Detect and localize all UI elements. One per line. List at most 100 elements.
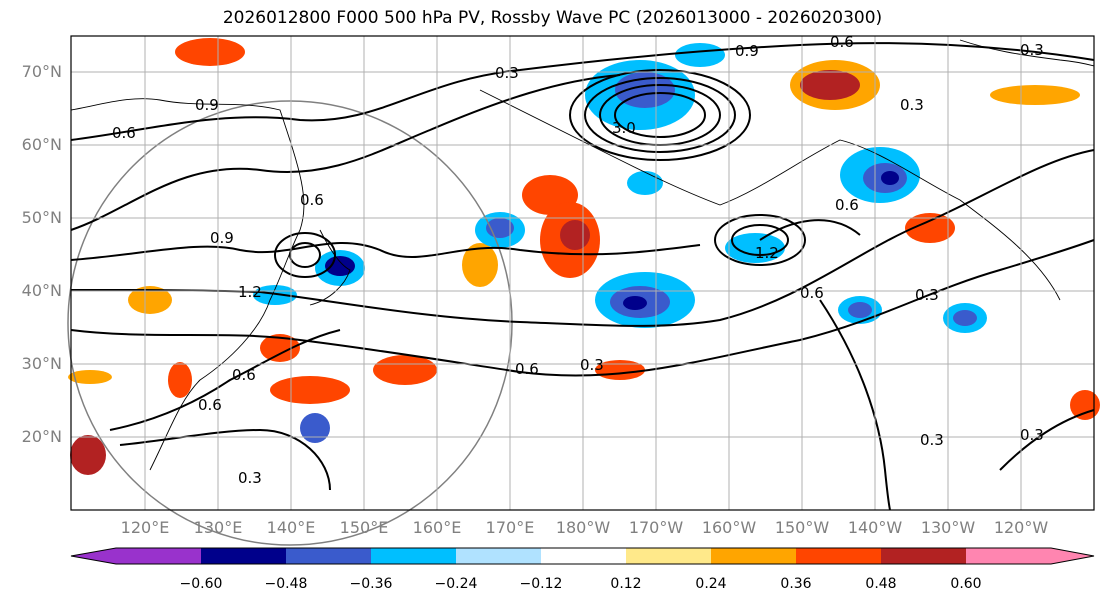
lon-label: 130°E [193, 518, 243, 537]
shade-pos-w [68, 370, 112, 384]
lat-label: 60°N [21, 135, 62, 154]
shade-neg-east2-core [848, 302, 872, 318]
shade-pos-pac2 [270, 376, 350, 404]
contour-line [70, 74, 621, 231]
focus-circle [67, 100, 513, 546]
lon-label: 150°E [339, 518, 389, 537]
contour-label: 0.3 [915, 286, 939, 304]
pv-contours [70, 42, 1095, 511]
colorbar-segment [371, 548, 456, 564]
contour-label: 0.6 [800, 284, 824, 302]
contour-label: 0.9 [735, 42, 759, 60]
gridlines [71, 36, 1094, 510]
shade-pos-south-japan [260, 334, 300, 362]
contour-line [999, 409, 1095, 471]
lat-label: 30°N [21, 354, 62, 373]
contour-label: 0.6 [830, 33, 854, 51]
lon-label: 170°W [628, 518, 684, 537]
colorbar-tick: 0.24 [695, 576, 727, 592]
colorbar [70, 547, 1095, 565]
shade-neg-east [725, 233, 785, 263]
shade-pos-mid3 [462, 243, 498, 287]
lon-label: 120°W [993, 518, 1049, 537]
colorbar-segment [626, 548, 711, 564]
contour-closed [569, 69, 751, 161]
contour-closed [289, 242, 321, 268]
chart-title: 2026012800 F000 500 hPa PV, Rossby Wave … [222, 8, 883, 28]
colorbar-segment [711, 548, 796, 564]
contour-closed [584, 77, 736, 153]
lon-label: 150°W [774, 518, 830, 537]
contour-label: 0.3 [1020, 426, 1044, 444]
colorbar-tick: 0.48 [865, 576, 897, 592]
contour-label: 0.3 [920, 431, 944, 449]
shade-neg-trop [300, 413, 330, 443]
shade-pos-gulf-core [800, 70, 860, 100]
colorbar-segment [116, 548, 201, 564]
lat-label: 40°N [21, 281, 62, 300]
lon-label: 130°W [920, 518, 976, 537]
shade-neg-japan-core [325, 256, 355, 276]
lon-label: 170°E [485, 518, 535, 537]
shade-pos-china2 [168, 362, 192, 398]
shade-neg-bc-peak [881, 171, 899, 185]
shade-pos-se [1070, 390, 1100, 420]
shade-neg-small [627, 171, 663, 195]
colorbar-segment [966, 548, 1051, 564]
shade-pos-china [128, 286, 172, 314]
contour-label: 0.6 [515, 360, 539, 378]
contour-label: 0.3 [495, 64, 519, 82]
contour-line [70, 242, 701, 261]
contour-label: 0.6 [232, 366, 256, 384]
lon-label: 160°W [701, 518, 757, 537]
lon-label: 180°W [555, 518, 611, 537]
colorbar-tick: −0.12 [519, 576, 563, 592]
colorbar-tick: −0.60 [179, 576, 223, 592]
shade-pos-sw [70, 435, 106, 475]
contour-label: 0.6 [198, 396, 222, 414]
contour-labels: 0.3 0.6 0.9 1.2 3.0 0.6 0.9 0.6 0.3 0.6 … [112, 33, 1044, 487]
lon-label: 140°E [266, 518, 316, 537]
contour-label: 0.6 [835, 196, 859, 214]
colorbar-tick: 0.60 [950, 576, 982, 592]
contour-closed [731, 224, 789, 256]
contour-label: 1.2 [238, 283, 262, 301]
lat-label: 70°N [21, 62, 62, 81]
contour-label: 0.3 [1020, 41, 1044, 59]
contour-line [70, 239, 1095, 377]
contour-line [819, 299, 891, 511]
shade-pos-north [175, 38, 245, 66]
contour-label: 0.6 [300, 191, 324, 209]
colorbar-outline [70, 547, 1095, 565]
colorbar-segment [201, 548, 286, 564]
lon-label: 160°E [412, 518, 462, 537]
shade-pos-pac1 [373, 355, 437, 385]
colorbar-left-arrow [71, 548, 116, 564]
shade-neg-bering-north [675, 43, 725, 67]
contour-label: 0.6 [112, 124, 136, 142]
colorbar-tick: −0.48 [264, 576, 308, 592]
colorbar-segment [286, 548, 371, 564]
colorbar-segment [541, 548, 626, 564]
contour-label: 3.0 [612, 119, 636, 137]
lon-label: 120°E [120, 518, 170, 537]
contour-line [70, 42, 1095, 141]
colorbar-segment [881, 548, 966, 564]
lat-label: 50°N [21, 208, 62, 227]
japan-coast [309, 229, 351, 306]
contour-label: 0.3 [580, 356, 604, 374]
colorbar-segment [456, 548, 541, 564]
asia-coast [70, 98, 305, 471]
colorbar-tick: 0.12 [610, 576, 642, 592]
contour-closed [714, 214, 806, 266]
colorbar-tick: −0.36 [349, 576, 393, 592]
shade-neg-east3-core [953, 310, 977, 326]
coastlines [70, 39, 1095, 471]
shade-neg-central-peak [623, 296, 647, 310]
contour-label: 0.9 [210, 229, 234, 247]
contour-label: 0.3 [900, 96, 924, 114]
contour-line [119, 428, 331, 491]
lat-label: 20°N [21, 427, 62, 446]
colorbar-segment [796, 548, 881, 564]
